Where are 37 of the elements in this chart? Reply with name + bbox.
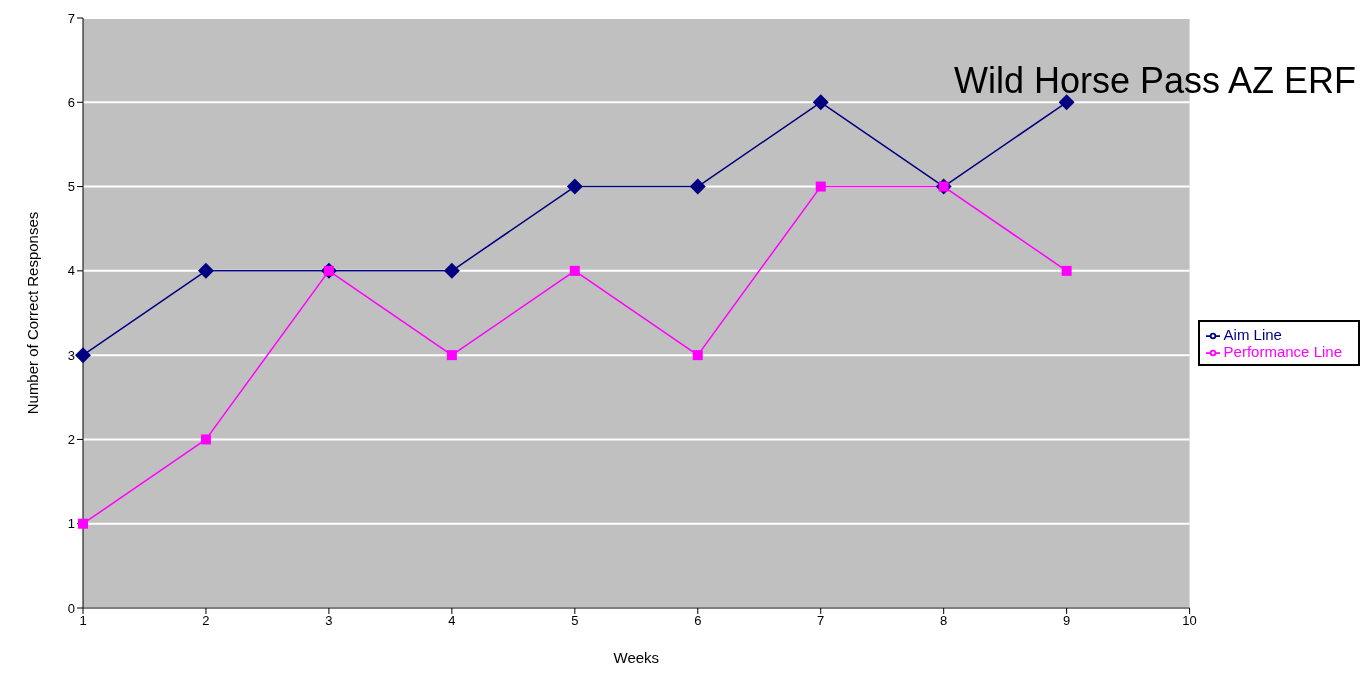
point (569, 265, 580, 276)
x-tick-label: 7 (817, 613, 825, 629)
point (692, 350, 703, 361)
y-axis-title: Number of Correct Responses (24, 211, 42, 415)
y-tick-label: 4 (67, 263, 75, 279)
point (815, 181, 826, 192)
point (566, 178, 583, 195)
point (443, 262, 460, 279)
legend-label: Performance Line (1223, 343, 1342, 360)
x-tick-label: 4 (448, 613, 456, 629)
y-tick-label: 6 (67, 94, 75, 110)
point (812, 94, 829, 111)
y-tick-label: 7 (67, 10, 75, 26)
point (446, 350, 457, 361)
point (689, 178, 706, 195)
point (197, 262, 214, 279)
x-tick-label: 2 (202, 613, 210, 629)
y-tick-label: 1 (67, 516, 75, 532)
x-tick-label: 1 (79, 613, 87, 629)
y-tick-label: 2 (67, 432, 75, 448)
point (1061, 265, 1072, 276)
x-tick-label: 3 (325, 613, 333, 629)
point (75, 347, 91, 364)
y-tick-label: 5 (67, 179, 75, 195)
text: Wild Horse Pass AZ ERF (953, 60, 1356, 102)
x-tick-label: 6 (694, 613, 702, 629)
x-tick-label: 9 (1063, 613, 1071, 629)
x-tick-label: 8 (940, 613, 948, 629)
x-axis-title: Weeks (613, 649, 660, 666)
y-tick-label: 0 (67, 600, 75, 616)
y-tick-label: 3 (67, 347, 75, 363)
x-tick-label: 10 (1182, 613, 1197, 629)
point (78, 518, 88, 529)
legend-label: Aim Line (1223, 325, 1282, 343)
point (1058, 94, 1075, 111)
x-tick-label: 5 (571, 613, 579, 629)
point (200, 434, 211, 445)
